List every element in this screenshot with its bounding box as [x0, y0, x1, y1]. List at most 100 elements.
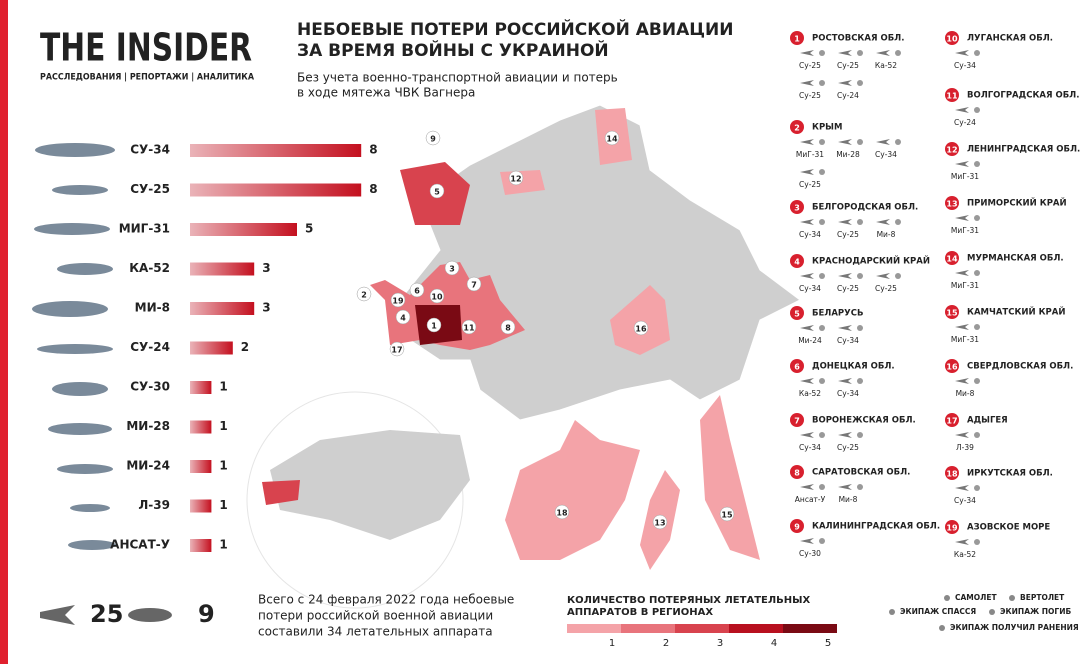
- crew-icon: [895, 50, 901, 56]
- scale-title: АППАРАТОВ В РЕГИОНАХ: [567, 607, 713, 618]
- map-marker: [719, 506, 735, 522]
- map-marker-label: 13: [654, 519, 665, 528]
- aircraft-label: МиГ-31: [951, 172, 979, 181]
- crew-icon: [857, 484, 863, 490]
- crew-icon: [857, 432, 863, 438]
- region-name: КАМЧАТСКИЙ КРАЙ: [967, 306, 1065, 318]
- value-label: 8: [369, 182, 377, 196]
- aircraft-mini-icon: [838, 139, 852, 145]
- aircraft-label: Су-25: [799, 180, 821, 189]
- value-label: 1: [219, 498, 227, 512]
- map-marker: [425, 130, 441, 146]
- crew-icon: [819, 139, 825, 145]
- region-name: ВОРОНЕЖСКАЯ ОБЛ.: [812, 416, 916, 426]
- aircraft-icon: [52, 185, 108, 195]
- inset-globe: [246, 391, 464, 609]
- aircraft-mini-icon: [838, 219, 852, 225]
- aircraft-label: МиГ-31: [951, 226, 979, 235]
- map-marker: [554, 504, 570, 520]
- aircraft-mini-icon: [955, 50, 969, 56]
- region-sverdlovsk: [610, 285, 670, 355]
- bar: [190, 341, 233, 355]
- legend-icon: [989, 609, 995, 615]
- legend-label: ЭКИПАЖ СПАССЯ: [900, 607, 976, 616]
- region-number: 13: [946, 200, 957, 209]
- value-label: 5: [305, 222, 313, 236]
- legend-icon: [939, 625, 945, 631]
- inset-highlight: [262, 480, 300, 505]
- region-name: КАЛИНИНГРАДСКАЯ ОБЛ.: [812, 522, 940, 532]
- region-name: ЛУГАНСКАЯ ОБЛ.: [967, 34, 1053, 44]
- map-marker: [466, 276, 482, 292]
- region-name: ВОЛГОГРАДСКАЯ ОБЛ.: [967, 91, 1079, 101]
- crew-icon: [819, 325, 825, 331]
- category-label: СУ-34: [130, 143, 170, 157]
- map-marker: [409, 282, 425, 298]
- region-number: 10: [946, 35, 958, 44]
- region-name: АДЫГЕЯ: [967, 416, 1008, 426]
- crew-icon: [974, 215, 980, 221]
- region-number: 1: [794, 35, 800, 44]
- region-name: ДОНЕЦКАЯ ОБЛ.: [812, 362, 895, 372]
- aircraft-mini-icon: [800, 484, 814, 490]
- aircraft-mini-icon: [838, 325, 852, 331]
- bar: [190, 223, 297, 236]
- map-marker: [652, 514, 668, 530]
- crew-icon: [819, 169, 825, 175]
- aircraft-mini-icon: [838, 484, 852, 490]
- aircraft-mini-icon: [955, 161, 969, 167]
- aircraft-label: Су-25: [799, 91, 821, 100]
- aircraft-label: Су-30: [799, 549, 821, 558]
- map-marker-label: 19: [392, 297, 404, 306]
- map-marker-label: 16: [635, 325, 647, 334]
- map-marker: [426, 317, 442, 333]
- region-badge: [945, 196, 959, 210]
- crew-icon: [974, 270, 980, 276]
- aircraft-label: Ми-24: [798, 336, 822, 345]
- aircraft-label: Ка-52: [799, 389, 821, 398]
- category-label: СУ-30: [130, 380, 170, 394]
- map-marker: [604, 130, 620, 146]
- region-number: 7: [794, 417, 800, 426]
- crew-icon: [974, 50, 980, 56]
- region-name: АЗОВСКОЕ МОРЕ: [967, 523, 1050, 533]
- legend-label: САМОЛЕТ: [955, 593, 998, 602]
- map-marker: [508, 170, 524, 186]
- total-text: составили 34 летательных аппарата: [258, 625, 493, 639]
- region-name: РОСТОВСКАЯ ОБЛ.: [812, 34, 904, 44]
- aircraft-mini-icon: [800, 139, 814, 145]
- map-marker-label: 2: [361, 291, 367, 300]
- aircraft-mini-icon: [955, 485, 969, 491]
- total-helicopters: 9: [198, 600, 215, 628]
- total-text: Всего с 24 февраля 2022 года небоевые: [258, 593, 514, 607]
- total-text: потери российской военной авиации: [258, 609, 493, 623]
- aircraft-label: Су-34: [954, 496, 976, 505]
- region-badge: [790, 200, 804, 214]
- title: ЗА ВРЕМЯ ВОЙНЫ С УКРАИНОЙ: [297, 39, 609, 61]
- map-marker: [500, 319, 516, 335]
- region-number: 8: [794, 469, 800, 478]
- map-marker: [461, 319, 477, 335]
- region-badge: [790, 519, 804, 533]
- region-name: СВЕРДЛОВСКАЯ ОБЛ.: [967, 362, 1073, 372]
- region-badge: [790, 306, 804, 320]
- crew-icon: [895, 219, 901, 225]
- region-name: КРЫМ: [812, 123, 842, 133]
- logo: THE INSIDER: [40, 26, 252, 70]
- aircraft-label: Су-25: [799, 61, 821, 70]
- bar: [190, 183, 362, 197]
- value-label: 1: [219, 459, 227, 473]
- category-label: КА-52: [129, 261, 170, 275]
- aircraft-label: Су-25: [837, 443, 859, 452]
- aircraft-icon: [70, 504, 110, 512]
- scale-swatch: [621, 624, 675, 633]
- value-label: 1: [219, 538, 227, 552]
- crew-icon: [857, 219, 863, 225]
- crew-icon: [974, 432, 980, 438]
- aircraft-icon: [35, 143, 115, 157]
- category-label: СУ-25: [130, 182, 170, 196]
- crew-icon: [819, 484, 825, 490]
- crew-icon: [974, 485, 980, 491]
- aircraft-mini-icon: [838, 50, 852, 56]
- crew-icon: [857, 50, 863, 56]
